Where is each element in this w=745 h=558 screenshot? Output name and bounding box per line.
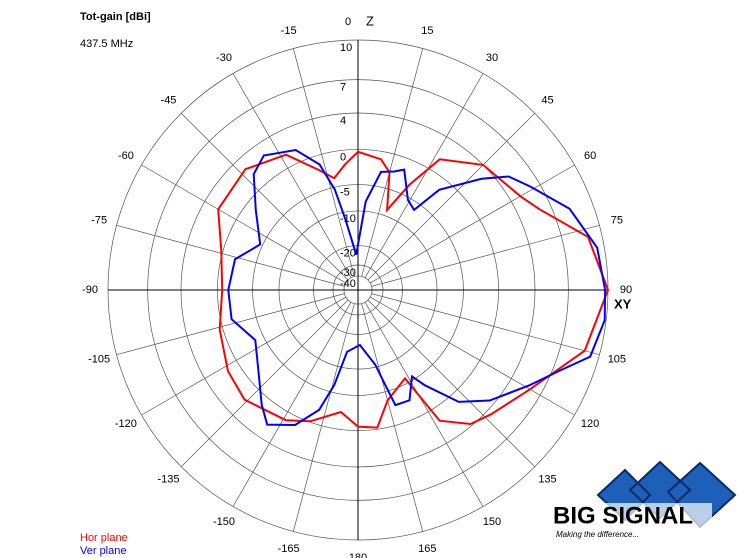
radial-label: 10 [340, 42, 352, 54]
angle-label: 150 [483, 516, 501, 528]
radial-label: 0 [340, 151, 346, 163]
logo-tagline: Making the difference... [556, 530, 639, 539]
angle-label: 165 [418, 543, 436, 555]
angle-label: 75 [611, 215, 623, 227]
angle-label: -30 [216, 52, 232, 64]
spoke [180, 112, 349, 281]
spoke [370, 164, 575, 284]
spoke [364, 73, 484, 278]
radial-label: -30 [340, 267, 356, 279]
radial-label: -10 [340, 213, 356, 225]
polar-grid [107, 39, 609, 541]
angle-label: 180 [349, 552, 367, 558]
chart-subtitle: 437.5 MHz [80, 38, 133, 50]
spoke [370, 296, 575, 416]
angle-label: -60 [118, 150, 134, 162]
spoke [180, 299, 349, 468]
radial-label: -5 [340, 186, 350, 198]
z-axis-label: Z [366, 13, 374, 28]
angle-label: 15 [421, 25, 433, 37]
angle-label: 105 [608, 353, 626, 365]
angle-label: -105 [88, 353, 110, 365]
radial-label: -40 [340, 278, 356, 290]
logo-text: BIG SIGNAL [553, 502, 693, 529]
legend-entry: Hor plane [80, 532, 128, 544]
spoke [141, 164, 346, 284]
spoke [367, 299, 536, 468]
spoke [364, 302, 484, 507]
angle-label: -75 [91, 215, 107, 227]
spoke [232, 302, 352, 507]
angle-label: 135 [538, 473, 556, 485]
labels: 0153045607590105120135150165180-165-150-… [82, 16, 632, 558]
angle-label: 90 [620, 284, 632, 296]
curves [217, 148, 610, 429]
legend-entry: Ver plane [80, 545, 126, 557]
angle-label: 120 [581, 418, 599, 430]
xy-axis-label: XY [614, 296, 632, 311]
angle-label: -150 [213, 516, 235, 528]
logo-backdrop [552, 503, 712, 529]
radial-label: 4 [340, 115, 346, 127]
angle-label: 45 [541, 94, 553, 106]
angle-label: -15 [281, 25, 297, 37]
angle-label: -135 [157, 473, 179, 485]
angle-label: 30 [486, 52, 498, 64]
angle-label: -45 [161, 94, 177, 106]
radial-label: -20 [340, 247, 356, 259]
angle-label: -120 [115, 418, 137, 430]
angle-label: 60 [584, 150, 596, 162]
spoke [367, 112, 536, 281]
logo: BIG SIGNAL Making the difference... [552, 460, 737, 539]
spoke [232, 73, 352, 278]
pattern-line [227, 148, 607, 427]
radial-label: 7 [340, 82, 346, 94]
angle-label: -90 [82, 284, 98, 296]
angle-label: -165 [278, 543, 300, 555]
angle-label: 0 [345, 16, 351, 28]
chart-title: Tot-gain [dBi] [80, 11, 151, 23]
